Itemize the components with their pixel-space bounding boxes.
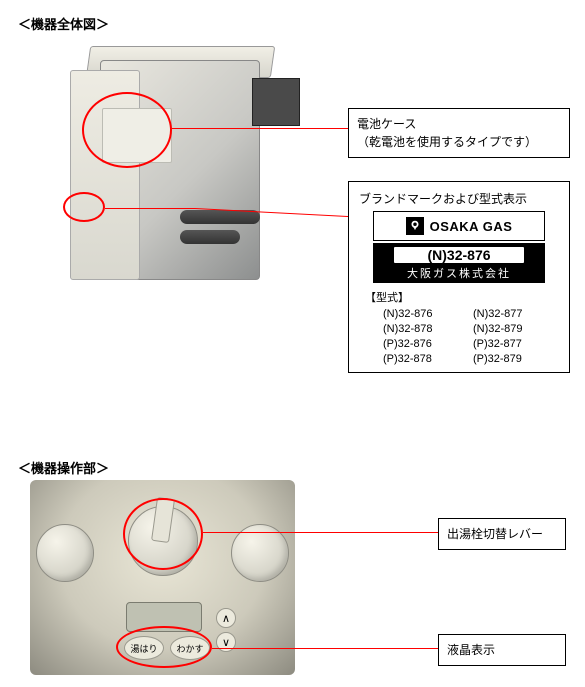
model-c2r1: (N)32-877 — [473, 307, 553, 322]
leader-plate-a — [105, 208, 195, 209]
model-c1r2: (N)32-878 — [383, 322, 463, 337]
model-list-grid: (N)32-876 (N)32-877 (N)32-878 (N)32-879 … — [383, 307, 553, 366]
model-corp: 大阪ガス株式会社 — [373, 265, 545, 281]
model-c2r4: (P)32-879 — [473, 352, 553, 367]
section2-title: ＜機器操作部＞ — [18, 458, 109, 477]
section1-title: ＜機器全体図＞ — [18, 14, 109, 33]
callout-battery-line2: （乾電池を使用するタイプです） — [357, 133, 561, 151]
device-overall-figure — [30, 40, 300, 300]
leader-lever — [203, 532, 438, 533]
button-up[interactable]: ∧ — [216, 608, 236, 628]
leader-battery — [172, 128, 348, 129]
callout-battery-case: 電池ケース （乾電池を使用するタイプです） — [348, 108, 570, 158]
plate-title: ブランドマークおよび型式表示 — [359, 190, 559, 207]
button-yuhari[interactable]: 湯はり — [124, 636, 164, 660]
brand-name: OSAKA GAS — [430, 219, 513, 234]
model-c1r3: (P)32-876 — [383, 337, 463, 352]
callout-lever: 出湯栓切替レバー — [438, 518, 566, 550]
brand-row: OSAKA GAS — [373, 211, 545, 241]
callout-battery-line1: 電池ケース — [357, 115, 561, 133]
osaka-gas-logo-icon — [406, 217, 424, 235]
model-c1r1: (N)32-876 — [383, 307, 463, 322]
model-c2r3: (P)32-877 — [473, 337, 553, 352]
model-bar: (N)32-876 大阪ガス株式会社 — [373, 243, 545, 283]
lcd-display — [126, 602, 202, 632]
control-panel-figure: 湯はり わかす ∧ ∨ — [30, 480, 295, 675]
page-root: ＜機器全体図＞ 電池ケース （乾電池を使用するタイプです） ブランドマークおよび… — [0, 0, 585, 687]
model-c1r4: (P)32-878 — [383, 352, 463, 367]
model-highlight: (N)32-876 — [394, 247, 525, 263]
button-wakasu[interactable]: わかす — [170, 636, 210, 660]
leader-lcd — [212, 648, 438, 649]
model-c2r2: (N)32-879 — [473, 322, 553, 337]
callout-lcd: 液晶表示 — [438, 634, 566, 666]
model-list-head: 【型式】 — [365, 289, 559, 305]
brand-model-plate: ブランドマークおよび型式表示 OSAKA GAS (N)32-876 大阪ガス株… — [348, 181, 570, 373]
button-down[interactable]: ∨ — [216, 632, 236, 652]
